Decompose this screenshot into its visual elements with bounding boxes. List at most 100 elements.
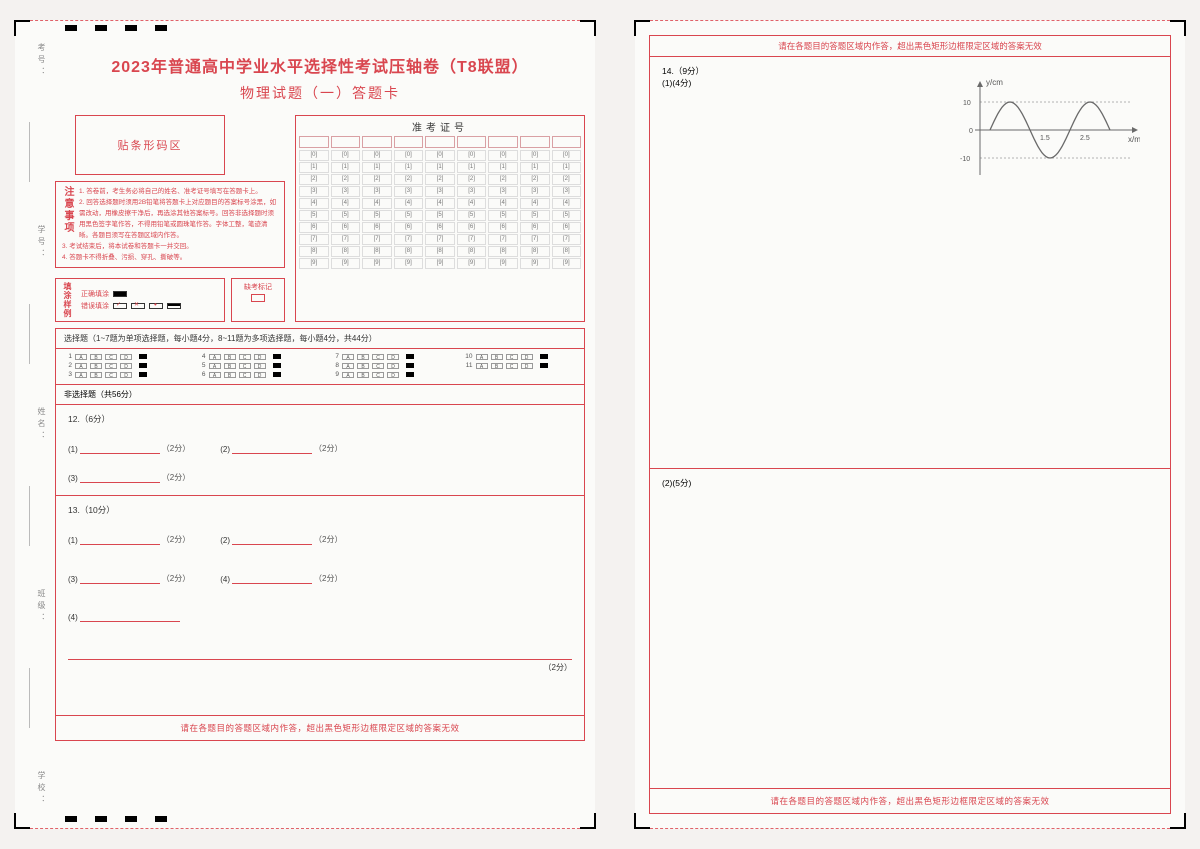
id-digit-bubble[interactable]: [0] bbox=[520, 150, 550, 161]
mc-bubble[interactable]: B bbox=[90, 363, 102, 369]
id-digit-bubble[interactable]: [0] bbox=[552, 150, 582, 161]
mc-bubble[interactable]: B bbox=[357, 363, 369, 369]
id-digit-bubble[interactable]: [1] bbox=[457, 162, 487, 173]
mc-bubble[interactable]: B bbox=[224, 363, 236, 369]
id-digit-write-box[interactable] bbox=[520, 136, 550, 148]
mc-bubble[interactable]: A bbox=[75, 363, 87, 369]
mc-bubble[interactable]: D bbox=[521, 354, 533, 360]
mc-bubble[interactable]: D bbox=[387, 372, 399, 378]
id-digit-bubble[interactable]: [5] bbox=[552, 210, 582, 221]
answer-blank[interactable] bbox=[80, 574, 160, 584]
id-digit-bubble[interactable]: [4] bbox=[425, 198, 455, 209]
id-digit-write-box[interactable] bbox=[457, 136, 487, 148]
id-digit-bubble[interactable]: [8] bbox=[552, 246, 582, 257]
id-digit-bubble[interactable]: [4] bbox=[394, 198, 424, 209]
id-digit-bubble[interactable]: [0] bbox=[394, 150, 424, 161]
id-digit-write-box[interactable] bbox=[299, 136, 329, 148]
mc-bubble[interactable]: C bbox=[372, 372, 384, 378]
id-digit-write-box[interactable] bbox=[394, 136, 424, 148]
id-digit-bubble[interactable]: [5] bbox=[394, 210, 424, 221]
mc-bubble[interactable]: A bbox=[476, 363, 488, 369]
id-digit-bubble[interactable]: [9] bbox=[457, 258, 487, 269]
id-digit-bubble[interactable]: [7] bbox=[425, 234, 455, 245]
answer-blank[interactable] bbox=[232, 535, 312, 545]
mc-bubble[interactable]: B bbox=[357, 354, 369, 360]
id-digit-bubble[interactable]: [6] bbox=[552, 222, 582, 233]
mc-bubble[interactable]: D bbox=[387, 354, 399, 360]
id-digit-bubble[interactable]: [1] bbox=[552, 162, 582, 173]
mc-bubble[interactable]: A bbox=[75, 372, 87, 378]
answer-blank[interactable] bbox=[232, 574, 312, 584]
id-digit-bubble[interactable]: [5] bbox=[362, 210, 392, 221]
mc-bubble[interactable]: B bbox=[90, 372, 102, 378]
id-digit-bubble[interactable]: [1] bbox=[488, 162, 518, 173]
id-digit-bubble[interactable]: [6] bbox=[331, 222, 361, 233]
id-digit-bubble[interactable]: [5] bbox=[457, 210, 487, 221]
id-digit-bubble[interactable]: [6] bbox=[488, 222, 518, 233]
id-digit-bubble[interactable]: [7] bbox=[488, 234, 518, 245]
mc-bubble[interactable]: A bbox=[209, 372, 221, 378]
id-digit-bubble[interactable]: [0] bbox=[425, 150, 455, 161]
mc-bubble[interactable]: D bbox=[254, 372, 266, 378]
id-digit-bubble[interactable]: [7] bbox=[299, 234, 329, 245]
id-digit-bubble[interactable]: [8] bbox=[520, 246, 550, 257]
id-digit-bubble[interactable]: [7] bbox=[331, 234, 361, 245]
id-digit-bubble[interactable]: [9] bbox=[299, 258, 329, 269]
id-digit-bubble[interactable]: [8] bbox=[488, 246, 518, 257]
id-digit-bubble[interactable]: [7] bbox=[394, 234, 424, 245]
id-digit-bubble[interactable]: [3] bbox=[299, 186, 329, 197]
id-digit-bubble[interactable]: [8] bbox=[457, 246, 487, 257]
id-digit-bubble[interactable]: [9] bbox=[394, 258, 424, 269]
id-digit-bubble[interactable]: [8] bbox=[425, 246, 455, 257]
mc-bubble[interactable]: B bbox=[224, 354, 236, 360]
id-digit-bubble[interactable]: [7] bbox=[362, 234, 392, 245]
mc-bubble[interactable]: D bbox=[387, 363, 399, 369]
id-digit-bubble[interactable]: [2] bbox=[362, 174, 392, 185]
id-digit-bubble[interactable]: [5] bbox=[331, 210, 361, 221]
id-digit-bubble[interactable]: [0] bbox=[331, 150, 361, 161]
mc-bubble[interactable]: C bbox=[372, 363, 384, 369]
id-digit-bubble[interactable]: [2] bbox=[425, 174, 455, 185]
id-digit-bubble[interactable]: [2] bbox=[331, 174, 361, 185]
id-digit-bubble[interactable]: [4] bbox=[457, 198, 487, 209]
id-digit-bubble[interactable]: [8] bbox=[362, 246, 392, 257]
id-digit-bubble[interactable]: [2] bbox=[520, 174, 550, 185]
mc-bubble[interactable]: B bbox=[224, 372, 236, 378]
id-digit-bubble[interactable]: [3] bbox=[457, 186, 487, 197]
mc-bubble[interactable]: B bbox=[90, 354, 102, 360]
id-digit-bubble[interactable]: [2] bbox=[394, 174, 424, 185]
mc-bubble[interactable]: A bbox=[342, 372, 354, 378]
id-digit-bubble[interactable]: [4] bbox=[299, 198, 329, 209]
id-digit-bubble[interactable]: [1] bbox=[299, 162, 329, 173]
mc-bubble[interactable]: A bbox=[476, 354, 488, 360]
mc-bubble[interactable]: D bbox=[120, 363, 132, 369]
mc-bubble[interactable]: C bbox=[239, 363, 251, 369]
id-digit-bubble[interactable]: [0] bbox=[488, 150, 518, 161]
id-digit-bubble[interactable]: [9] bbox=[425, 258, 455, 269]
answer-blank[interactable] bbox=[80, 473, 160, 483]
mc-bubble[interactable]: D bbox=[254, 363, 266, 369]
id-digit-bubble[interactable]: [3] bbox=[488, 186, 518, 197]
mc-bubble[interactable]: C bbox=[506, 354, 518, 360]
id-digit-bubble[interactable]: [5] bbox=[425, 210, 455, 221]
answer-blank[interactable] bbox=[232, 444, 312, 454]
id-digit-bubble[interactable]: [9] bbox=[331, 258, 361, 269]
id-digit-bubble[interactable]: [6] bbox=[457, 222, 487, 233]
id-digit-bubble[interactable]: [6] bbox=[362, 222, 392, 233]
id-digit-bubble[interactable]: [3] bbox=[552, 186, 582, 197]
mc-bubble[interactable]: D bbox=[120, 372, 132, 378]
id-digit-write-box[interactable] bbox=[425, 136, 455, 148]
id-digit-bubble[interactable]: [1] bbox=[331, 162, 361, 173]
id-digit-write-box[interactable] bbox=[331, 136, 361, 148]
id-digit-bubble[interactable]: [9] bbox=[488, 258, 518, 269]
id-digit-bubble[interactable]: [1] bbox=[394, 162, 424, 173]
mc-bubble[interactable]: D bbox=[254, 354, 266, 360]
mc-bubble[interactable]: B bbox=[491, 354, 503, 360]
id-digit-bubble[interactable]: [2] bbox=[488, 174, 518, 185]
id-digit-bubble[interactable]: [1] bbox=[362, 162, 392, 173]
mc-bubble[interactable]: C bbox=[239, 354, 251, 360]
id-digit-bubble[interactable]: [4] bbox=[552, 198, 582, 209]
id-digit-bubble[interactable]: [4] bbox=[362, 198, 392, 209]
id-digit-bubble[interactable]: [3] bbox=[520, 186, 550, 197]
id-digit-bubble[interactable]: [8] bbox=[299, 246, 329, 257]
